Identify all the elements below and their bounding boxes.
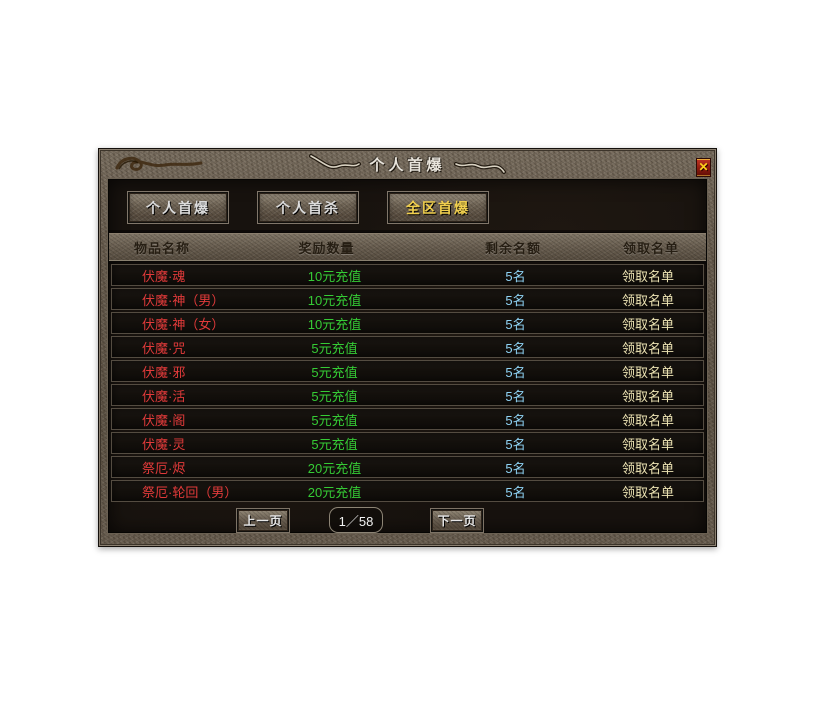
reward-amount: 10元充值 bbox=[307, 292, 362, 308]
claim-list-link[interactable]: 领取名单 bbox=[621, 412, 674, 428]
remaining-slots: 5名 bbox=[505, 340, 526, 356]
table-body: 伏魔·魂 10元充值 5名 领取名单 伏魔·神（男） 10元充值 5名 领取名单… bbox=[111, 264, 704, 504]
remaining-slots: 5名 bbox=[505, 292, 526, 308]
item-name: 伏魔·魂 bbox=[142, 268, 186, 284]
table-row: 伏魔·魂 10元充值 5名 领取名单 bbox=[111, 264, 704, 286]
item-name: 伏魔·神（女） bbox=[142, 316, 225, 332]
header-item-name: 物品名称 bbox=[134, 240, 191, 256]
remaining-slots: 5名 bbox=[505, 484, 526, 500]
claim-list-link[interactable]: 领取名单 bbox=[621, 340, 674, 356]
table-header: 物品名称 奖励数量 剩余名额 领取名单 bbox=[109, 232, 706, 262]
reward-amount: 10元充值 bbox=[307, 316, 362, 332]
tab-server-first-drop[interactable]: 全区首爆 bbox=[388, 192, 488, 223]
table-row: 祭厄·烬 20元充值 5名 领取名单 bbox=[111, 456, 704, 478]
item-name: 伏魔·邪 bbox=[142, 364, 186, 380]
reward-amount: 5元充值 bbox=[311, 412, 358, 428]
item-name: 祭厄·烬 bbox=[142, 460, 186, 476]
table-row: 伏魔·灵 5元充值 5名 领取名单 bbox=[111, 432, 704, 454]
item-name: 祭厄·轮回（男） bbox=[142, 484, 238, 500]
claim-list-link[interactable]: 领取名单 bbox=[621, 460, 674, 476]
title-flourish-left-icon bbox=[309, 154, 362, 169]
title-bar: 个人首爆 ✕ bbox=[99, 149, 716, 179]
table-row: 伏魔·咒 5元充值 5名 领取名单 bbox=[111, 336, 704, 358]
header-remaining-slots: 剩余名额 bbox=[484, 240, 541, 256]
remaining-slots: 5名 bbox=[505, 388, 526, 404]
reward-amount: 20元充值 bbox=[307, 460, 362, 476]
table-row: 伏魔·神（女） 10元充值 5名 领取名单 bbox=[111, 312, 704, 334]
item-name: 伏魔·神（男） bbox=[142, 292, 225, 308]
table-row: 伏魔·活 5元充值 5名 领取名单 bbox=[111, 384, 704, 406]
reward-amount: 5元充值 bbox=[311, 340, 358, 356]
item-name: 伏魔·活 bbox=[142, 388, 186, 404]
close-icon: ✕ bbox=[698, 160, 709, 174]
claim-list-link[interactable]: 领取名单 bbox=[621, 484, 674, 500]
table-row: 伏魔·邪 5元充值 5名 领取名单 bbox=[111, 360, 704, 382]
claim-list-link[interactable]: 领取名单 bbox=[621, 268, 674, 284]
reward-amount: 5元充值 bbox=[311, 436, 358, 452]
claim-list-link[interactable]: 领取名单 bbox=[621, 316, 674, 332]
remaining-slots: 5名 bbox=[505, 460, 526, 476]
tab-personal-first-drop[interactable]: 个人首爆 bbox=[128, 192, 228, 223]
first-drop-window: 个人首爆 ✕ 个人首爆 个人首杀 全区首爆 物品名称 奖励数量 剩余名额 领取名… bbox=[98, 148, 717, 547]
window-title: 个人首爆 bbox=[369, 156, 446, 174]
corner-ornament-icon bbox=[115, 156, 203, 171]
claim-list-link[interactable]: 领取名单 bbox=[621, 292, 674, 308]
reward-amount: 5元充值 bbox=[311, 364, 358, 380]
title-flourish-right-icon bbox=[453, 162, 506, 174]
prev-page-button[interactable]: 上一页 bbox=[237, 509, 289, 532]
tab-bar: 个人首爆 个人首杀 全区首爆 bbox=[128, 192, 488, 223]
header-reward-amount: 奖励数量 bbox=[298, 240, 355, 256]
item-name: 伏魔·咒 bbox=[142, 340, 186, 356]
pagination: 上一页 1／58 下一页 bbox=[109, 507, 706, 534]
table-row: 伏魔·阁 5元充值 5名 领取名单 bbox=[111, 408, 704, 430]
header-claim-list: 领取名单 bbox=[622, 240, 679, 256]
close-button[interactable]: ✕ bbox=[696, 158, 711, 177]
next-page-button[interactable]: 下一页 bbox=[431, 509, 483, 532]
claim-list-link[interactable]: 领取名单 bbox=[621, 388, 674, 404]
table-row: 祭厄·轮回（男） 20元充值 5名 领取名单 bbox=[111, 480, 704, 502]
remaining-slots: 5名 bbox=[505, 268, 526, 284]
content-panel: 个人首爆 个人首杀 全区首爆 物品名称 奖励数量 剩余名额 领取名单 伏魔·魂 … bbox=[108, 179, 707, 533]
page-indicator: 1／58 bbox=[329, 507, 383, 533]
item-name: 伏魔·阁 bbox=[142, 412, 186, 428]
remaining-slots: 5名 bbox=[505, 364, 526, 380]
reward-amount: 10元充值 bbox=[307, 268, 362, 284]
remaining-slots: 5名 bbox=[505, 436, 526, 452]
reward-amount: 5元充值 bbox=[311, 388, 358, 404]
remaining-slots: 5名 bbox=[505, 316, 526, 332]
claim-list-link[interactable]: 领取名单 bbox=[621, 364, 674, 380]
claim-list-link[interactable]: 领取名单 bbox=[621, 436, 674, 452]
reward-amount: 20元充值 bbox=[307, 484, 362, 500]
tab-personal-first-kill[interactable]: 个人首杀 bbox=[258, 192, 358, 223]
remaining-slots: 5名 bbox=[505, 412, 526, 428]
table-row: 伏魔·神（男） 10元充值 5名 领取名单 bbox=[111, 288, 704, 310]
item-name: 伏魔·灵 bbox=[142, 436, 186, 452]
